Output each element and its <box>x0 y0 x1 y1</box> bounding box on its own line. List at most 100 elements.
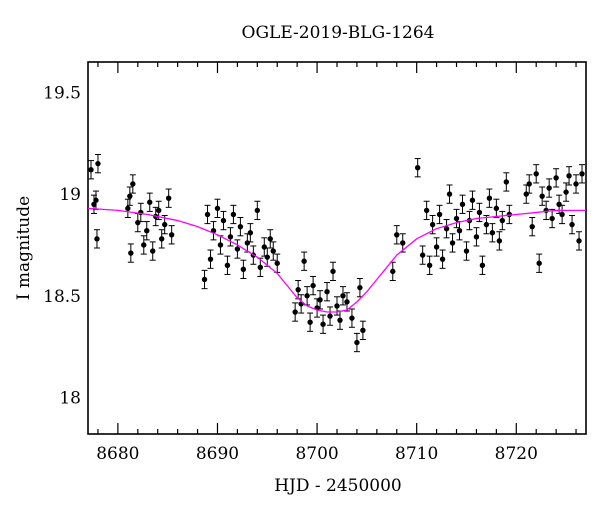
y-tick-label: 19.5 <box>43 83 81 103</box>
data-point <box>295 286 301 293</box>
data-point <box>156 207 162 214</box>
data-point <box>330 268 336 275</box>
data-point <box>469 197 476 203</box>
data-point <box>360 327 366 334</box>
data-point <box>556 201 562 207</box>
data-point <box>304 293 310 299</box>
data-point <box>429 221 436 228</box>
data-point <box>230 211 237 218</box>
data-point <box>536 260 542 266</box>
data-point <box>340 293 346 299</box>
data-point <box>274 260 280 266</box>
data-point <box>301 258 307 264</box>
x-tick-label: 8710 <box>395 444 438 464</box>
x-tick-label: 8700 <box>295 444 338 464</box>
data-point <box>88 167 94 173</box>
data-point <box>150 248 156 254</box>
data-point <box>496 238 503 244</box>
data-point <box>463 248 470 254</box>
data-point <box>394 232 400 238</box>
data-point <box>563 189 569 195</box>
data-point <box>549 215 555 222</box>
x-axis-label: HJD - 2450000 <box>274 476 402 496</box>
data-point <box>125 205 131 212</box>
data-point <box>357 284 363 291</box>
data-point <box>159 236 165 242</box>
data-point <box>144 228 150 234</box>
data-point <box>499 217 506 224</box>
data-point <box>493 205 500 212</box>
data-point <box>483 221 490 228</box>
data-point <box>91 201 97 207</box>
data-point <box>539 193 545 199</box>
data-point <box>130 181 136 187</box>
data-point <box>546 185 552 191</box>
data-point <box>426 262 433 268</box>
data-point <box>95 160 101 167</box>
data-point <box>324 289 330 295</box>
data-point <box>439 256 446 262</box>
data-point <box>128 250 134 256</box>
data-point <box>270 248 276 254</box>
data-point <box>334 303 340 309</box>
chart-title: OGLE-2019-BLG-1264 <box>242 23 435 43</box>
plot-frame <box>87 61 587 435</box>
y-tick-label: 18 <box>59 388 81 408</box>
data-point <box>449 240 456 246</box>
data-point <box>390 268 396 275</box>
data-point <box>453 215 460 222</box>
data-point <box>553 175 559 181</box>
data-point <box>320 321 326 327</box>
data-point <box>476 209 483 216</box>
x-tick-label: 8680 <box>96 444 139 464</box>
data-point <box>526 181 532 187</box>
data-point <box>141 242 147 248</box>
data-point <box>224 262 231 268</box>
data-point <box>310 282 316 289</box>
data-point <box>419 252 426 258</box>
data-point <box>400 240 406 246</box>
data-point <box>240 266 247 273</box>
data-point <box>127 193 133 199</box>
data-point <box>264 254 270 260</box>
data-point <box>135 219 141 226</box>
data-point <box>479 262 486 268</box>
data-point <box>473 234 480 240</box>
x-tick-label: 8720 <box>495 444 538 464</box>
data-point <box>161 221 168 228</box>
data-point <box>354 339 360 346</box>
data-point <box>247 230 254 236</box>
x-tick-labels: 8680 8690 8700 8710 8720 <box>96 444 538 464</box>
data-point <box>257 264 264 271</box>
data-point <box>456 228 463 234</box>
data-point <box>503 179 510 185</box>
data-points <box>88 160 585 346</box>
data-point <box>433 244 440 250</box>
data-point <box>220 217 227 224</box>
y-tick-label: 19 <box>59 185 81 205</box>
data-point <box>443 225 450 232</box>
data-point <box>533 171 539 177</box>
data-point <box>529 223 535 230</box>
data-point <box>566 173 572 179</box>
data-point <box>261 244 267 250</box>
data-point <box>217 242 224 248</box>
x-tick-label: 8690 <box>196 444 239 464</box>
data-point <box>94 236 100 242</box>
y-tick-label: 18.5 <box>43 287 81 307</box>
data-point <box>201 276 208 283</box>
data-point <box>207 256 214 262</box>
data-point <box>436 211 443 218</box>
data-point <box>317 297 323 303</box>
data-point <box>327 313 333 319</box>
data-point <box>559 211 565 218</box>
data-point <box>523 191 529 197</box>
data-point <box>292 309 298 315</box>
data-point <box>168 232 175 238</box>
data-point <box>459 201 466 207</box>
data-point <box>349 315 355 321</box>
y-tick-labels: 18 18.5 19 19.5 <box>43 83 81 408</box>
y-axis-label: I magnitude <box>14 196 34 300</box>
data-point <box>569 221 575 228</box>
